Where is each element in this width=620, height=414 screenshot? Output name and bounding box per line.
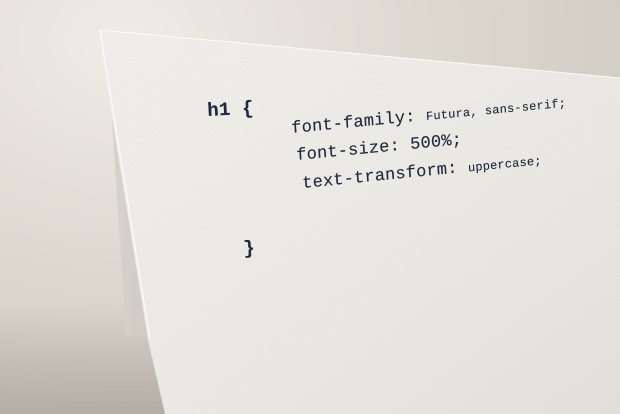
- photo-scene: h1 { font-family: Futura, sans-serif; fo…: [0, 29, 620, 414]
- folded-card: [0, 29, 620, 414]
